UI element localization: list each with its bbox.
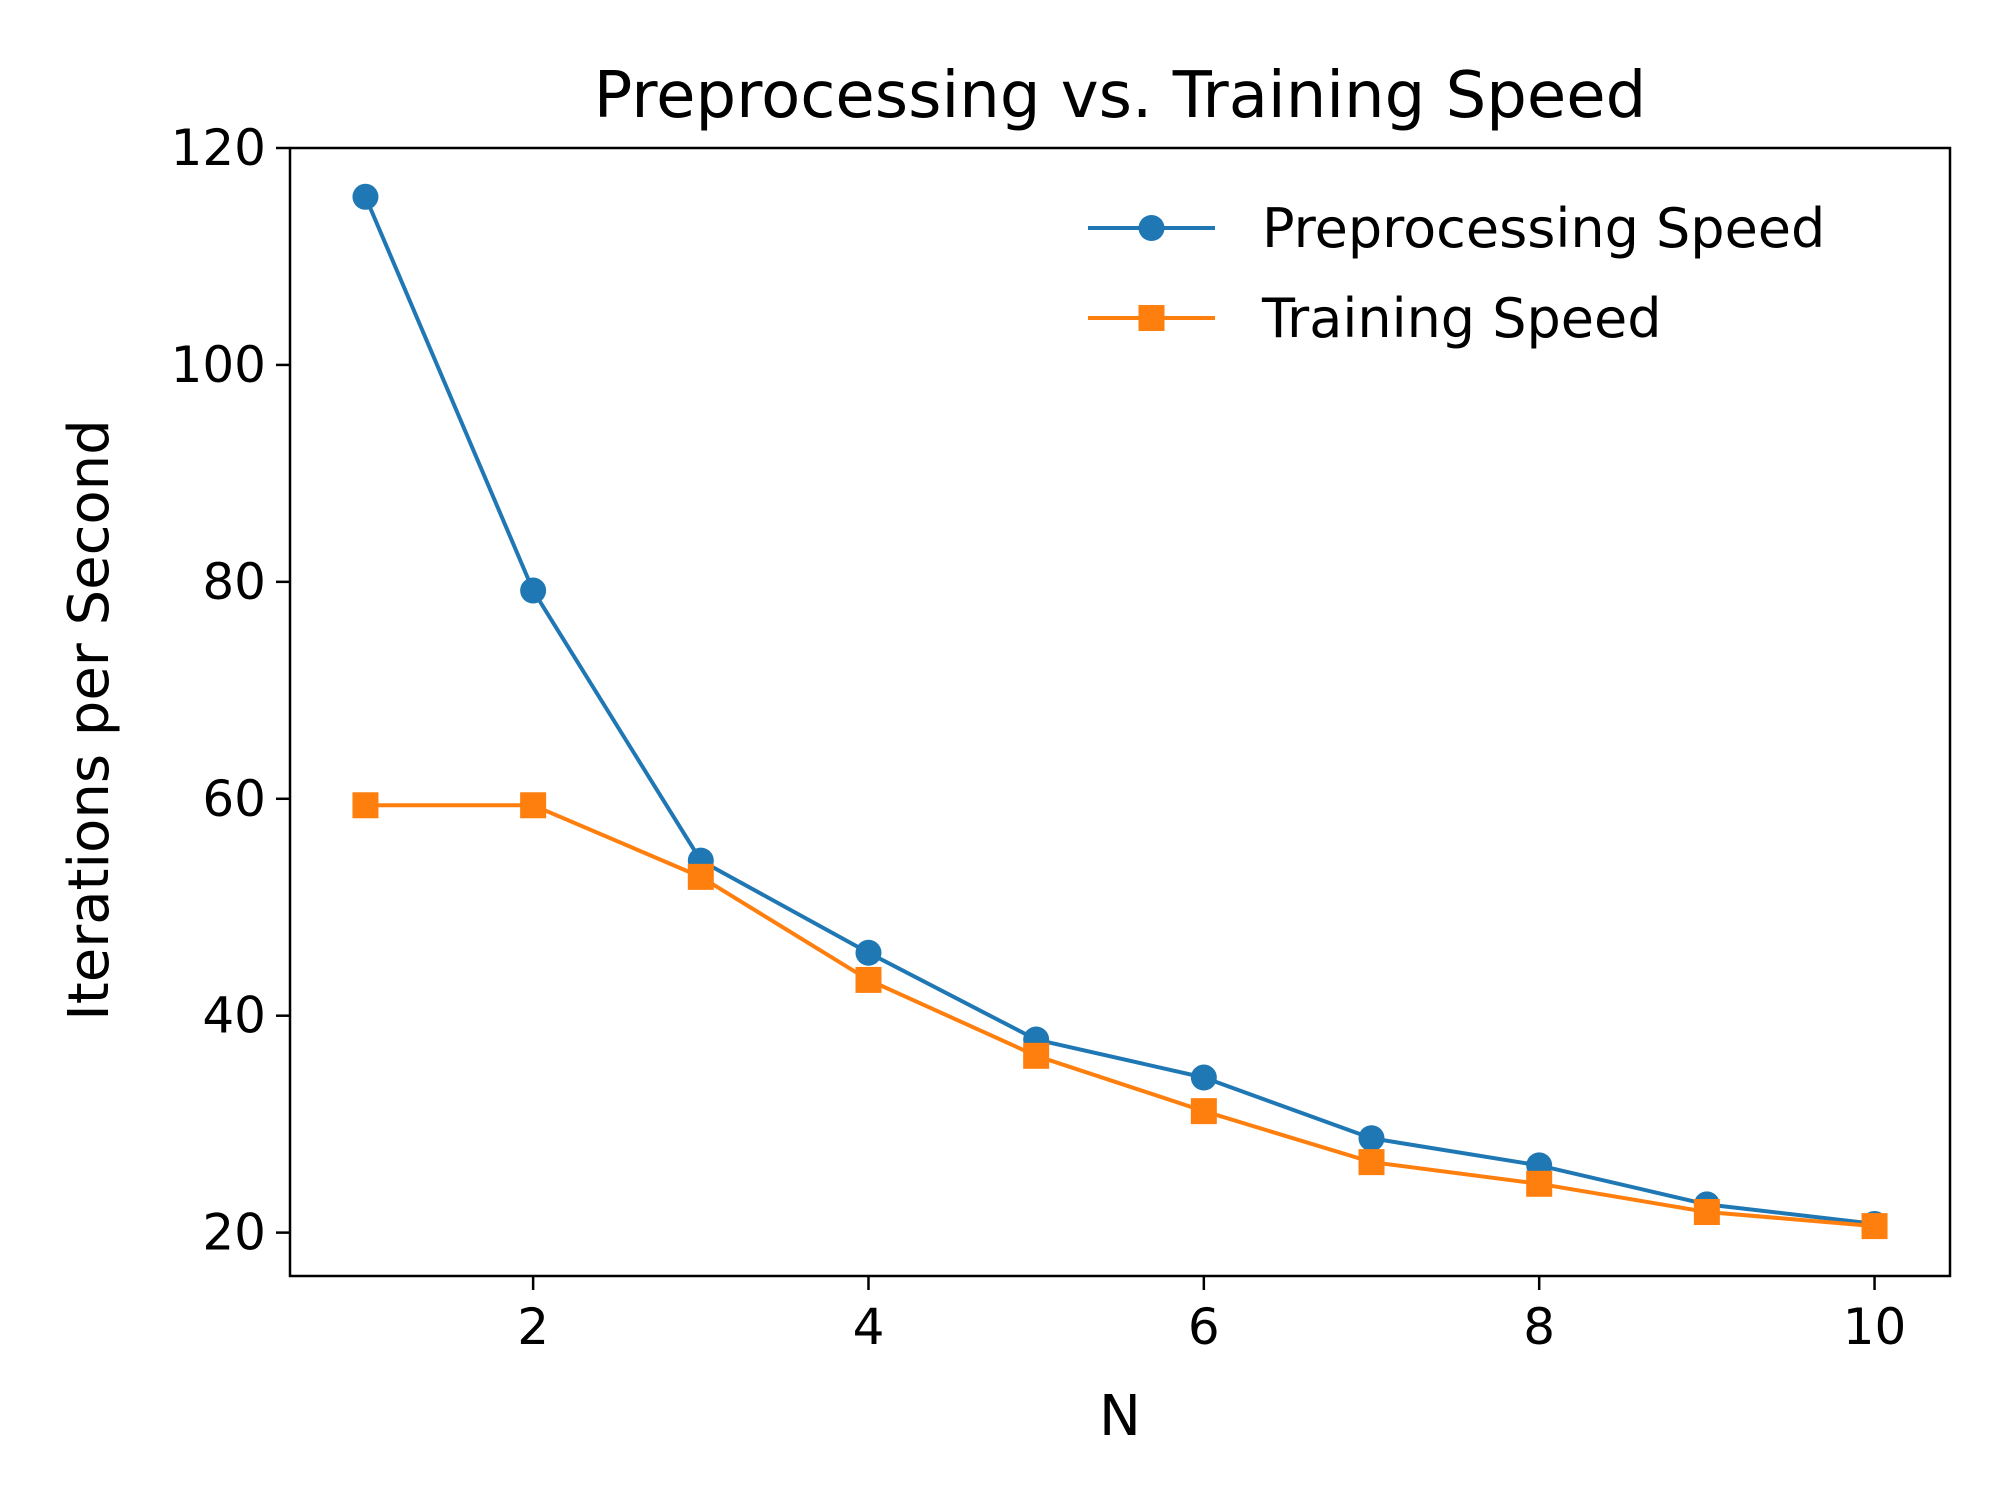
data-point-series-1 (1190, 1064, 1217, 1091)
legend-label-1: Preprocessing Speed (1262, 197, 1825, 260)
y-axis-label: Iterations per Second (57, 419, 122, 1020)
data-point-series-2 (1526, 1170, 1553, 1197)
data-point-series-2 (1358, 1149, 1385, 1176)
data-point-series-2 (855, 966, 882, 993)
data-point-series-2 (1693, 1199, 1720, 1226)
data-point-series-2 (687, 863, 714, 890)
data-point-series-1 (520, 577, 547, 604)
series-line-1 (363, 196, 1875, 1226)
y-tick-label: 60 (202, 770, 266, 828)
x-tick-label: 2 (517, 1298, 549, 1356)
x-tick-label: 8 (1523, 1298, 1555, 1356)
data-point-series-2 (1023, 1042, 1050, 1069)
legend-marker-1 (1138, 215, 1165, 241)
series-line-2 (365, 803, 1875, 1229)
y-tick-label: 120 (171, 119, 266, 177)
x-tick-label: 4 (853, 1298, 885, 1356)
x-axis-label: N (1099, 1384, 1141, 1449)
y-tick-label: 20 (202, 1204, 266, 1262)
y-tick-label: 100 (171, 336, 266, 394)
y-tick-label: 80 (202, 553, 266, 611)
legend-label-2: Training Speed (1261, 287, 1662, 350)
chart-title: Preprocessing vs. Training Speed (594, 59, 1646, 133)
data-point-series-2 (1861, 1213, 1888, 1240)
data-point-series-2 (1190, 1098, 1217, 1125)
x-tick-label: 6 (1188, 1298, 1220, 1356)
y-tick-label: 40 (202, 987, 266, 1045)
data-point-series-2 (352, 792, 379, 819)
plot-frame (288, 146, 1952, 1278)
data-point-series-1 (855, 939, 882, 966)
legend-marker-2 (1138, 305, 1165, 331)
data-point-series-2 (520, 792, 547, 819)
x-tick-label: 10 (1843, 1298, 1907, 1356)
data-point-series-1 (352, 183, 379, 210)
data-point-series-1 (1358, 1125, 1385, 1152)
plot-area: 2 4 6 8 10 20 40 60 80 100 120 (171, 119, 1907, 1356)
legend: Preprocessing Speed Training Speed (1088, 197, 1825, 350)
